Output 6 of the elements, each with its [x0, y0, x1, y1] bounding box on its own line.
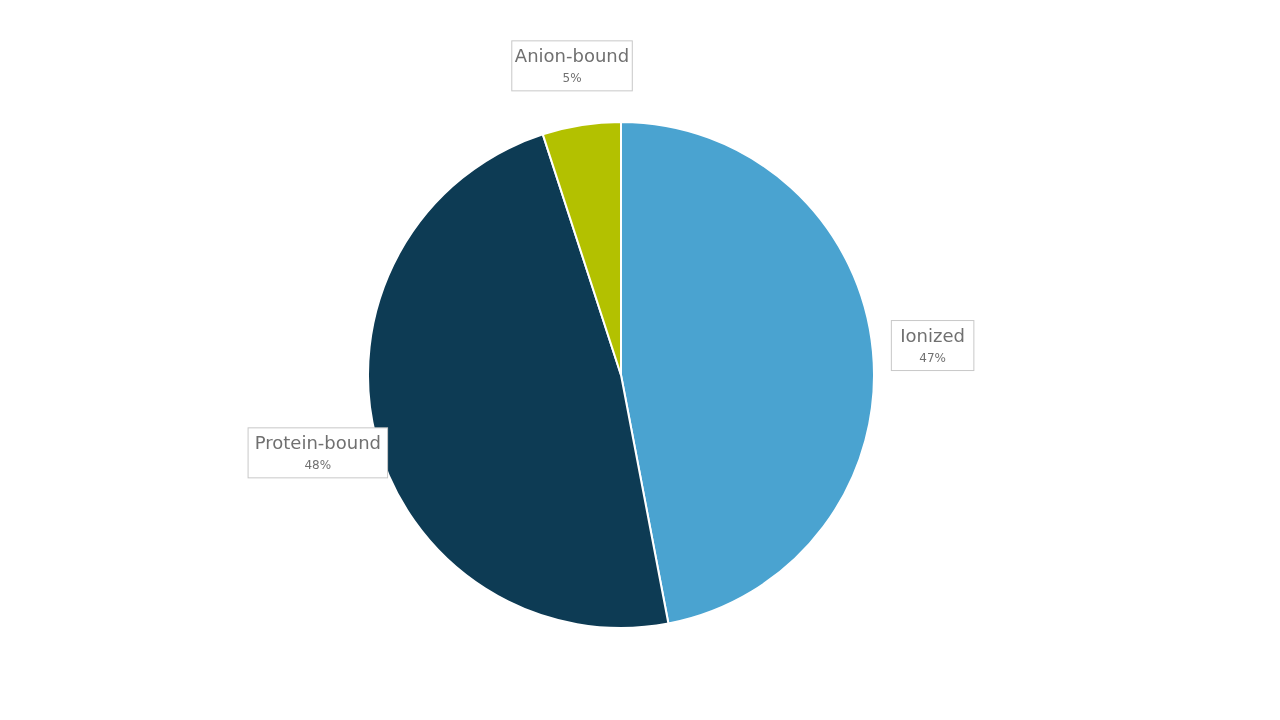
data-label: 5% [562, 70, 582, 85]
data-label: 47% [919, 350, 946, 365]
slice-label: Ionized [900, 324, 965, 346]
slice-label: Protein-bound [254, 431, 381, 453]
slice-label: Anion-bound [514, 44, 630, 66]
data-label: 48% [304, 457, 332, 472]
